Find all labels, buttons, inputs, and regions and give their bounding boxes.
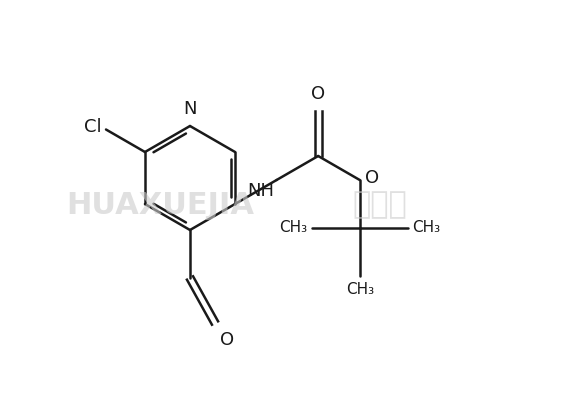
Text: N: N	[183, 100, 197, 118]
Text: CH₃: CH₃	[412, 220, 440, 236]
Text: 化学加: 化学加	[353, 190, 407, 220]
Text: HUAXUEJIA: HUAXUEJIA	[66, 190, 254, 220]
Text: NH: NH	[248, 182, 275, 200]
Text: O: O	[220, 331, 234, 349]
Text: Cl: Cl	[84, 118, 102, 136]
Text: O: O	[311, 85, 325, 103]
Text: O: O	[365, 169, 379, 187]
Text: CH₃: CH₃	[346, 282, 374, 297]
Text: CH₃: CH₃	[279, 220, 308, 236]
